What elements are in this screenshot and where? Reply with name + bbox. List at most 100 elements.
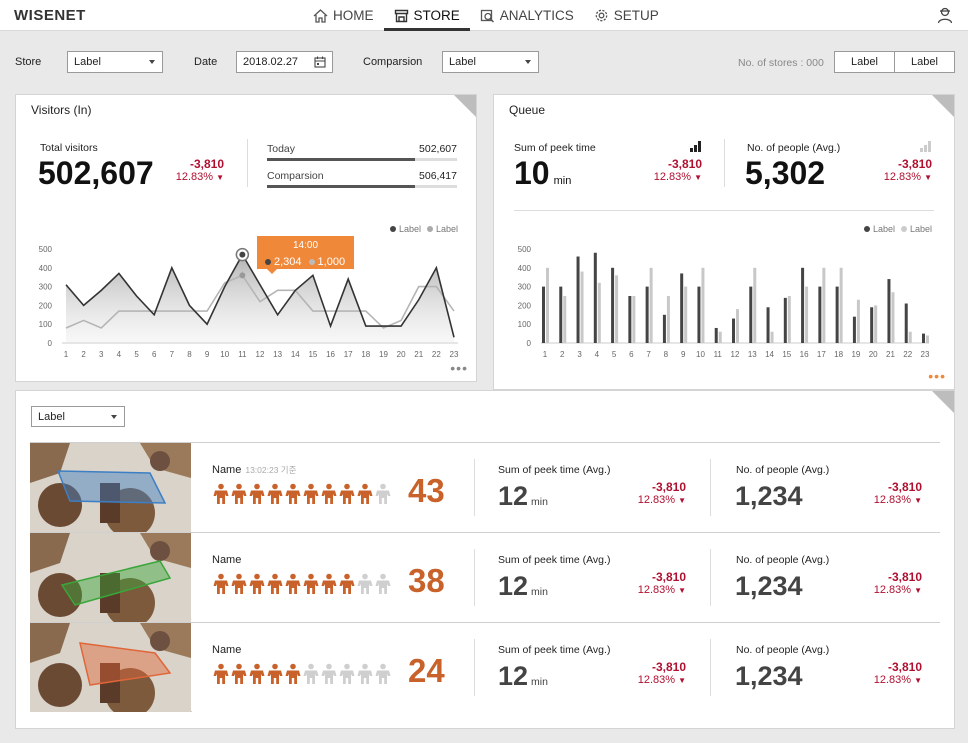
- bar-series-1[interactable]: [645, 286, 649, 343]
- store-select[interactable]: Label: [67, 51, 163, 73]
- divider: [710, 549, 711, 606]
- panel-corner: [454, 95, 476, 117]
- bar-series-1[interactable]: [680, 273, 684, 343]
- store-name: Name: [212, 554, 245, 566]
- person-icon: [248, 663, 266, 690]
- camera-thumbnail[interactable]: [30, 623, 191, 712]
- camera-thumbnail[interactable]: [30, 443, 191, 532]
- comparison-select[interactable]: Label: [442, 51, 539, 73]
- bar-series-1[interactable]: [662, 314, 666, 343]
- bar-series-1[interactable]: [628, 296, 632, 343]
- stores-select[interactable]: Label: [31, 406, 125, 427]
- bar-series-2[interactable]: [701, 267, 705, 343]
- bar-series-1[interactable]: [904, 303, 908, 343]
- bar-series-1[interactable]: [766, 307, 770, 343]
- bar-series-2[interactable]: [822, 267, 826, 343]
- bar-series-1[interactable]: [593, 252, 597, 343]
- bar-series-2[interactable]: [891, 292, 895, 343]
- legend-label-2: Label: [435, 224, 458, 234]
- bar-series-1[interactable]: [922, 333, 925, 343]
- divider: [474, 639, 475, 696]
- peek-delta-value: -3,810: [651, 570, 686, 584]
- bar-series-1[interactable]: [801, 267, 805, 343]
- bar-series-2[interactable]: [580, 271, 584, 343]
- store-row[interactable]: Name 13:02:23 기준 43 Sum of peek time (Avg.)…: [30, 442, 940, 532]
- bar-series-1[interactable]: [783, 297, 787, 343]
- bar-series-2[interactable]: [615, 275, 619, 343]
- label-button-2[interactable]: Label: [894, 51, 955, 73]
- camera-thumbnail[interactable]: [30, 533, 191, 622]
- top-bar: WISENET HOME STORE ANALYTICS SETUP: [0, 0, 968, 31]
- nav-home-label: HOME: [333, 8, 374, 23]
- highlight-point[interactable]: [239, 251, 246, 258]
- bar-series-1[interactable]: [576, 256, 580, 343]
- bar-series-1[interactable]: [749, 286, 753, 343]
- x-tick-label: 8: [187, 350, 192, 359]
- visitors-panel: Visitors (In) Total visitors 502,607 -3,…: [15, 94, 477, 382]
- people-delta-value: -3,810: [887, 570, 922, 584]
- label-button-1[interactable]: Label: [834, 51, 895, 73]
- bar-series-1[interactable]: [697, 286, 701, 343]
- nav-home[interactable]: HOME: [303, 0, 384, 31]
- bar-series-2[interactable]: [563, 296, 567, 343]
- divider: [710, 639, 711, 696]
- bar-series-2[interactable]: [926, 335, 929, 343]
- bar-series-2[interactable]: [856, 299, 860, 343]
- bar-series-2[interactable]: [874, 305, 878, 343]
- bar-series-2[interactable]: [632, 296, 636, 343]
- x-tick-label: 23: [450, 350, 459, 359]
- bar-series-1[interactable]: [835, 286, 839, 343]
- x-tick-label: 19: [851, 350, 860, 359]
- date-filter-label: Date: [194, 56, 218, 68]
- x-tick-label: 9: [681, 350, 686, 359]
- legend-dot-light: [900, 226, 907, 232]
- wisenet-logo[interactable]: WISENET: [14, 7, 86, 24]
- bar-series-2[interactable]: [839, 267, 843, 343]
- bar-series-2[interactable]: [718, 331, 722, 343]
- user-icon[interactable]: [936, 6, 954, 24]
- bar-series-1[interactable]: [870, 307, 874, 343]
- highlight-point-2[interactable]: [239, 272, 246, 279]
- bar-series-2[interactable]: [597, 282, 601, 343]
- bar-series-2[interactable]: [684, 286, 688, 343]
- store-name: Name 13:02:23 기준: [212, 464, 296, 476]
- more-icon[interactable]: •••: [450, 360, 468, 376]
- people-delta-pct: 12.83%: [873, 674, 912, 686]
- bar-series-1[interactable]: [542, 286, 545, 343]
- x-tick-label: 3: [577, 350, 582, 359]
- bar-series-1[interactable]: [714, 327, 718, 343]
- calendar-icon[interactable]: [314, 56, 326, 68]
- bar-series-2[interactable]: [753, 267, 757, 343]
- bar-series-1[interactable]: [852, 316, 856, 343]
- bar-series-1[interactable]: [818, 286, 822, 343]
- more-icon[interactable]: •••: [928, 368, 946, 384]
- bar-series-2[interactable]: [736, 309, 739, 343]
- store-row[interactable]: Name 24 Sum of peek time (Avg.) 12 min -3,810…: [30, 622, 940, 712]
- panel-corner: [932, 95, 954, 117]
- bar-series-1[interactable]: [559, 286, 563, 343]
- person-icon: [356, 663, 374, 690]
- peek-time-unit: min: [531, 586, 548, 598]
- bar-series-2[interactable]: [805, 286, 809, 343]
- nav-store[interactable]: STORE: [383, 0, 470, 31]
- bar-series-1[interactable]: [611, 267, 615, 343]
- bar-series-2[interactable]: [787, 296, 791, 343]
- nav-analytics[interactable]: ANALYTICS: [470, 0, 584, 31]
- store-select-value: Label: [74, 56, 101, 68]
- bar-series-2[interactable]: [649, 267, 653, 343]
- bar-series-1[interactable]: [887, 279, 891, 343]
- bar-series-2[interactable]: [666, 296, 670, 343]
- person-icon: [230, 573, 248, 600]
- date-input[interactable]: 2018.02.27: [236, 51, 333, 73]
- peek-delta-value: -3,810: [651, 660, 686, 674]
- bar-series-2[interactable]: [770, 331, 774, 343]
- bar-series-2[interactable]: [546, 267, 549, 343]
- nav-setup[interactable]: SETUP: [584, 0, 669, 31]
- tooltip-value-1: 2,304: [274, 256, 302, 268]
- bar-series-2[interactable]: [908, 331, 912, 343]
- today-row: Today 502,607: [267, 143, 457, 161]
- bar-series-1[interactable]: [732, 318, 735, 343]
- store-row[interactable]: Name 38 Sum of peek time (Avg.) 12 min -3,810…: [30, 532, 940, 622]
